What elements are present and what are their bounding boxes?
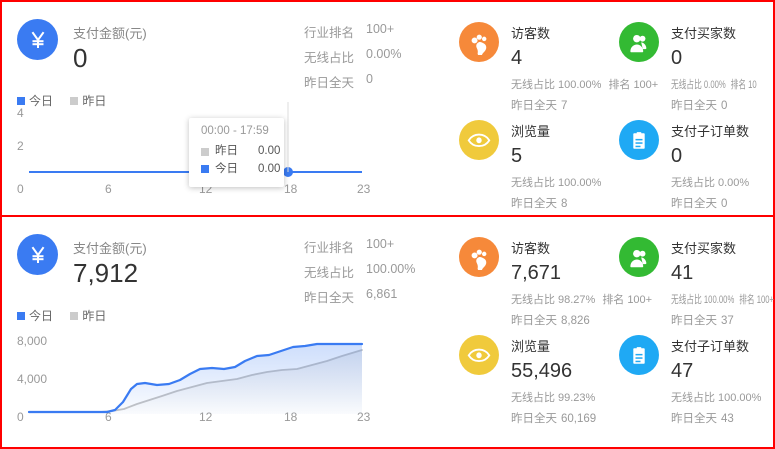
svg-text:2: 2 (17, 139, 24, 153)
svg-text:8,000: 8,000 (17, 334, 47, 348)
svg-text:23: 23 (357, 182, 371, 196)
svg-text:18: 18 (284, 182, 298, 196)
svg-text:0: 0 (17, 410, 24, 424)
svg-text:6: 6 (105, 182, 112, 196)
svg-text:0: 0 (17, 182, 24, 196)
svg-text:4,000: 4,000 (17, 372, 47, 386)
svg-text:4: 4 (17, 106, 24, 120)
